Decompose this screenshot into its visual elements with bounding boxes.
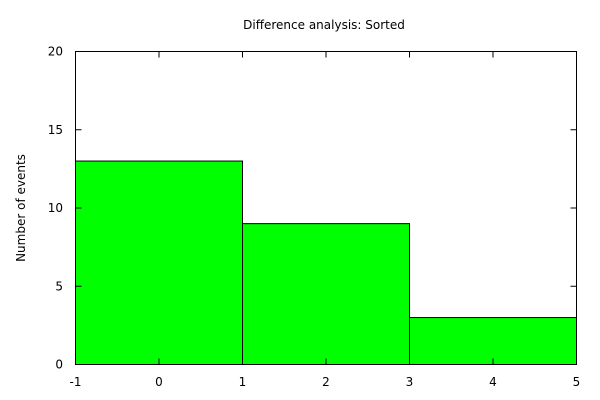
histogram-bar-0 — [75, 160, 243, 365]
chart-title: Difference analysis: Sorted — [243, 18, 405, 32]
plot-frame — [75, 51, 577, 365]
x-tick-label-2: 1 — [239, 375, 247, 389]
y-tick-label-2: 10 — [48, 201, 63, 215]
x-tick-label-5: 4 — [489, 375, 497, 389]
x-tick-label-3: 2 — [322, 375, 330, 389]
x-tick-label-0: -1 — [70, 375, 82, 389]
histogram-bar-2 — [409, 317, 577, 365]
ticks-group: -1 0 1 2 3 4 5 0 5 10 15 20 — [48, 45, 581, 390]
x-tick-label-6: 5 — [573, 375, 581, 389]
bars-group — [75, 160, 577, 365]
histogram-bar-1 — [242, 223, 410, 365]
y-axis-label: Number of events — [14, 154, 28, 262]
x-tick-label-4: 3 — [406, 375, 414, 389]
y-tick-label-1: 5 — [55, 279, 63, 293]
y-tick-label-3: 15 — [48, 123, 63, 137]
y-tick-label-4: 20 — [48, 45, 63, 59]
x-tick-label-1: 0 — [155, 375, 163, 389]
y-tick-label-0: 0 — [55, 358, 63, 372]
